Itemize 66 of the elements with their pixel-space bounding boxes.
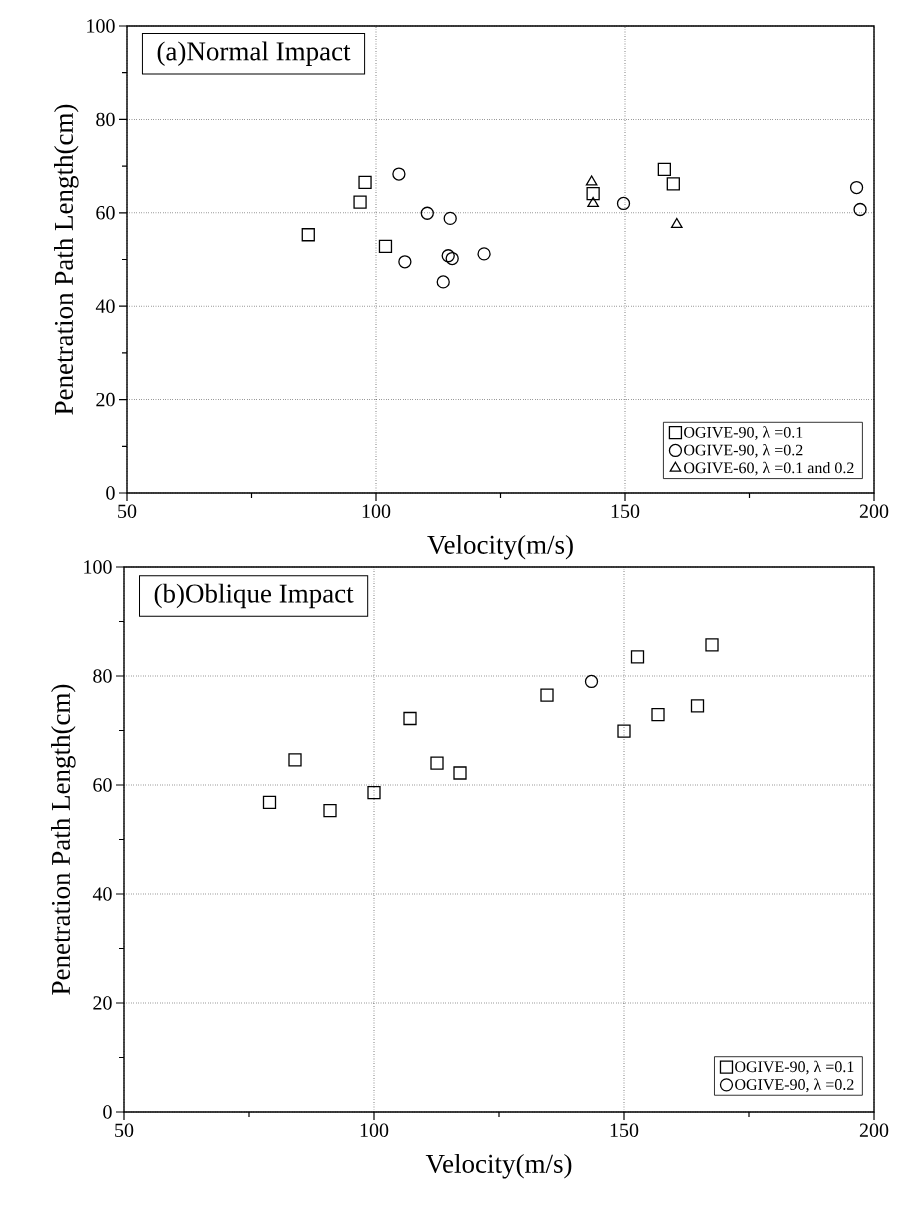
legend-label: OGIVE-90, λ =0.1 [684,426,803,441]
point [323,803,337,818]
legend-label: OGIVE-60, λ =0.1 and 0.2 [684,461,854,476]
point [441,249,455,263]
point [690,699,705,713]
text: (a)Normal Impact [157,41,351,66]
y-tick-label: 100 [84,560,112,574]
point [853,202,867,217]
legend-label: OGIVE-90, λ =0.2 [684,444,803,458]
y-tick-label: 40 [92,887,112,901]
y-tick-label: 20 [96,392,115,407]
point [420,206,434,220]
x-tick-label: 50 [118,504,137,519]
point [657,162,671,177]
point [445,251,459,266]
y-axis-title: Penetration Path Length(cm) [54,104,79,415]
legend-label: OGIVE-90, λ =0.1 [735,1060,854,1075]
point [630,650,645,664]
point [584,674,599,689]
point [670,217,683,229]
y-tick-label: 60 [93,778,112,792]
y-tick-label: 40 [95,299,115,313]
x-tick-label: 200 [859,504,889,519]
point [430,756,444,770]
x-tick-label: 50 [115,1123,134,1138]
point [443,211,457,226]
x-axis-title: Velocity(m/s) [425,1153,572,1179]
point [705,638,719,652]
point [587,196,599,208]
x-axis-title: Velocity(m/s) [427,534,573,560]
point [616,196,631,211]
point [453,766,467,780]
y-tick-label: 80 [93,669,112,683]
y-tick-label: 100 [87,19,115,33]
point [392,167,406,181]
point [477,247,491,261]
point [398,255,412,269]
y-axis-title: Penetration Path Length(cm) [51,684,76,995]
y-tick-label: 0 [103,1105,112,1119]
x-tick-label: 100 [362,504,391,519]
x-tick-label: 200 [859,1123,889,1138]
x-tick-label: 150 [610,1123,639,1138]
point [540,688,554,702]
point [585,175,598,186]
point [666,177,680,191]
point [353,195,367,209]
legend-label: OGIVE-90, λ =0.2 [735,1078,854,1093]
point [358,175,372,190]
point [849,180,864,195]
point [301,228,315,242]
point [403,711,417,726]
point [586,186,600,201]
point [288,753,302,767]
y-tick-label: 60 [96,206,115,220]
x-tick-label: 150 [611,504,640,519]
text: (b)Oblique Impact [154,583,354,609]
point [617,724,631,738]
point [378,239,393,254]
x-tick-label: 100 [360,1123,389,1138]
y-tick-label: 0 [106,486,115,500]
point [262,795,277,810]
point [367,785,381,800]
point [651,708,665,722]
point [436,275,450,289]
y-tick-label: 20 [93,996,112,1010]
y-tick-label: 80 [96,112,115,127]
